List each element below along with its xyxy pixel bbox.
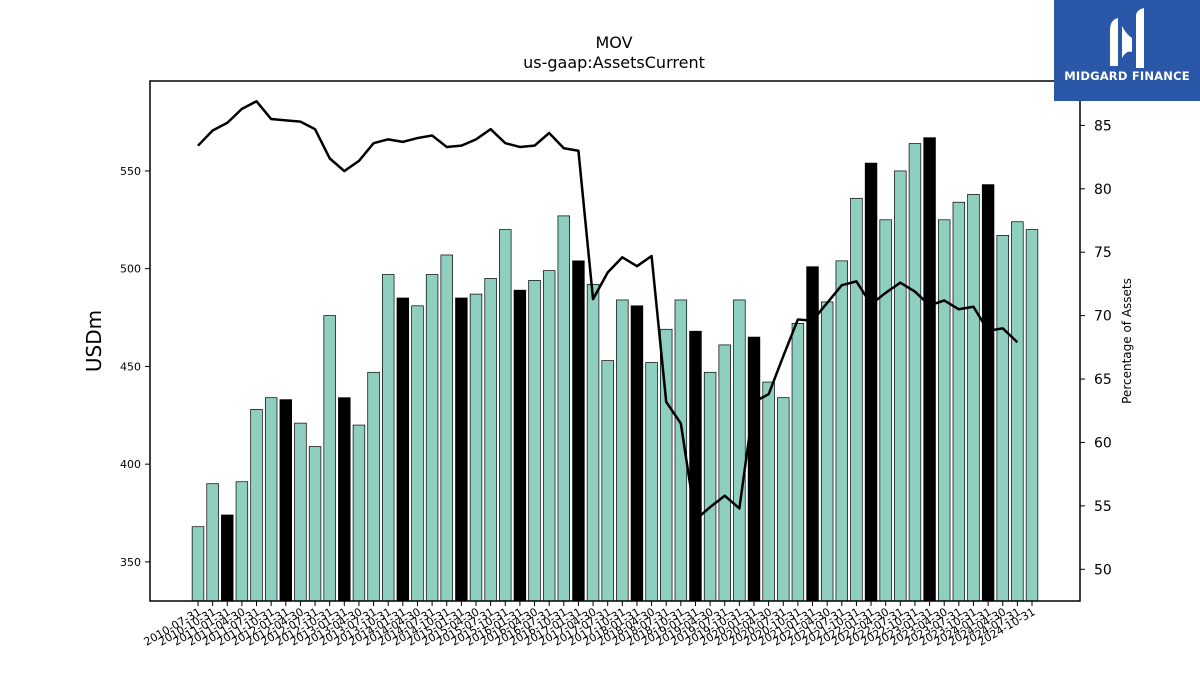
bar-2013-10-31 [382, 274, 395, 602]
bar-2023-01-31 [923, 137, 936, 602]
bar-2015-10-31 [499, 229, 512, 602]
bar-2013-07-31 [367, 371, 380, 602]
bar-2020-10-31 [791, 323, 805, 602]
chart-subtitle: us-gaap:AssetsCurrent [523, 53, 705, 72]
bar-2013-04-30 [352, 424, 366, 602]
bar-2016-07-31 [542, 270, 556, 602]
bar-2023-04-30 [938, 219, 951, 602]
bar-2014-10-31 [440, 254, 453, 602]
bar-2024-01-31 [981, 184, 995, 602]
bar-2020-04-30 [762, 381, 775, 602]
y-tick-label: 350 [120, 556, 141, 569]
bar-2022-07-31 [894, 170, 907, 602]
y2-tick-label: 50 [1094, 562, 1112, 578]
bar-2022-10-31 [908, 143, 922, 602]
bar-2022-04-30 [879, 219, 892, 602]
bar-2019-01-31 [689, 330, 702, 602]
bar-2021-07-31 [835, 260, 849, 602]
logo-text: MIDGARD FINANCE [1064, 69, 1190, 83]
bar-2011-10-31 [264, 397, 278, 602]
bar-2022-01-31 [864, 162, 878, 602]
bar-2019-07-31 [718, 344, 731, 602]
bar-2018-01-31 [630, 305, 644, 602]
bar-2011-04-30 [235, 481, 249, 602]
bar-2012-07-31 [308, 446, 322, 602]
bar-series [191, 137, 1039, 602]
bar-2017-10-31 [616, 299, 629, 602]
bar-2013-01-31 [338, 397, 351, 602]
plot-frame [149, 80, 1081, 602]
bar-2014-01-31 [396, 297, 410, 602]
bar-2015-04-30 [469, 293, 483, 602]
bar-2020-01-31 [747, 336, 761, 602]
y2-tick-label: 70 [1094, 309, 1112, 325]
y2-tick-label: 75 [1094, 245, 1112, 261]
bar-2020-07-31 [777, 397, 790, 602]
y2-tick-label: 65 [1094, 372, 1112, 388]
bar-2017-07-31 [601, 360, 614, 602]
bar-2017-01-31 [572, 260, 585, 602]
y-axis-label: USDm [82, 310, 106, 372]
bar-2024-10-31 [1025, 229, 1039, 602]
midgard-finance-logo: MIDGARD FINANCE [1054, 0, 1200, 101]
midgard-logo-icon [1110, 8, 1144, 68]
bar-2011-01-31 [221, 514, 234, 602]
bar-2016-04-30 [528, 280, 541, 602]
bar-2014-04-30 [411, 305, 424, 602]
y-tick-label: 550 [120, 165, 141, 178]
bar-2021-04-30 [820, 301, 834, 602]
y-axis-left: 350 400 450 500 550 [120, 165, 150, 569]
bar-2012-01-31 [279, 399, 293, 602]
bar-2019-10-31 [733, 299, 746, 602]
bar-2018-04-30 [645, 362, 658, 602]
bar-2024-07-31 [1011, 221, 1024, 602]
bar-2024-04-30 [996, 235, 1009, 602]
bar-2011-07-31 [250, 409, 263, 602]
bar-2015-07-31 [484, 278, 497, 602]
bar-2019-04-30 [703, 371, 717, 602]
line-series [197, 100, 1019, 522]
y-tick-label: 450 [120, 360, 141, 373]
y-tick-label: 400 [120, 458, 141, 471]
bar-2010-10-31 [206, 483, 219, 602]
y2-tick-label: 55 [1094, 499, 1112, 515]
bar-2012-10-31 [323, 315, 336, 602]
chart-title: MOV [595, 33, 632, 52]
bar-2010-07-31 [191, 526, 205, 602]
bar-2017-04-30 [586, 283, 600, 602]
bar-2021-10-31 [850, 197, 863, 602]
y-axis-right: 50 55 60 65 70 75 80 85 [1080, 118, 1112, 578]
bar-2012-04-30 [294, 422, 307, 602]
y2-tick-label: 85 [1094, 118, 1112, 134]
bar-2016-10-31 [557, 215, 571, 602]
percentage-line [197, 100, 1019, 522]
x-axis: 2010-07-312010-10-312011-01-312011-04-30… [142, 601, 1038, 649]
bar-2015-01-31 [455, 297, 468, 602]
y2-axis-label: Percentage of Assets [1120, 278, 1134, 404]
y2-tick-label: 60 [1094, 435, 1112, 451]
bar-2016-01-31 [513, 289, 527, 602]
bar-2023-10-31 [967, 194, 980, 602]
bar-2023-07-31 [952, 201, 966, 602]
y-tick-label: 500 [120, 263, 141, 276]
y2-tick-label: 80 [1094, 182, 1112, 198]
bar-2014-07-31 [425, 274, 439, 602]
